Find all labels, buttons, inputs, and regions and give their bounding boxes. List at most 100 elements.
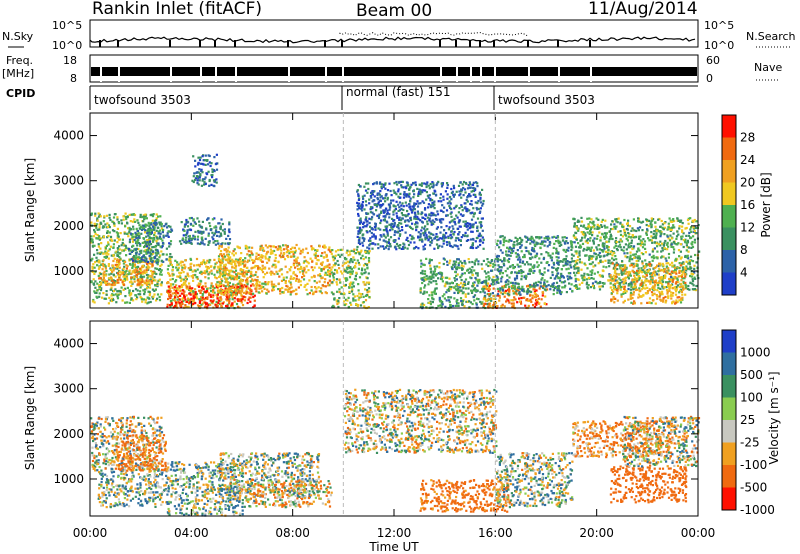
heat-cell [155, 229, 158, 232]
heat-cell [472, 189, 475, 192]
heat-cell [463, 281, 466, 285]
heat-cell [477, 199, 480, 203]
heat-cell [107, 234, 110, 238]
heat-cell [561, 236, 564, 239]
heat-cell [107, 257, 110, 260]
heat-cell [415, 221, 418, 224]
heat-cell [140, 256, 144, 259]
heat-cell [552, 285, 555, 288]
heat-cell [460, 289, 463, 292]
heat-cell [359, 205, 362, 208]
heat-cell [104, 265, 107, 268]
heat-cell [500, 305, 503, 308]
heat-cell [386, 196, 389, 199]
heat-cell [248, 246, 251, 249]
heat-cell [136, 266, 139, 269]
heat-cell [224, 266, 227, 269]
heat-cell [282, 255, 285, 258]
heat-cell [473, 294, 477, 297]
heat-cell [467, 194, 470, 198]
heat-cell [421, 272, 424, 275]
heat-cell [193, 264, 196, 267]
heat-cell [189, 228, 193, 232]
noise-left-tick-high: 10^5 [52, 19, 82, 32]
heat-cell [181, 268, 184, 272]
heat-cell [154, 224, 157, 227]
heat-cell [347, 296, 350, 299]
heat-cell [487, 293, 491, 296]
heat-cell [460, 190, 463, 193]
heat-cell [357, 232, 360, 235]
heat-cell [219, 274, 222, 277]
heat-cell [444, 284, 447, 288]
heat-cell [450, 230, 453, 233]
heat-cell [197, 229, 200, 233]
heat-cell [459, 213, 462, 216]
heat-cell [93, 230, 96, 233]
heat-cell [305, 265, 308, 268]
heat-cell [369, 237, 372, 240]
heat-cell [310, 289, 313, 292]
heat-cell [426, 223, 429, 226]
heat-cell [145, 261, 148, 264]
heat-cell [144, 213, 147, 216]
heat-cell [236, 245, 239, 248]
heat-cell [134, 257, 137, 260]
heat-cell [533, 264, 536, 267]
heat-cell [173, 286, 176, 289]
heat-cell [361, 203, 364, 206]
heat-cell [152, 277, 155, 280]
heat-cell [367, 287, 371, 290]
heat-cell [234, 284, 237, 287]
heat-cell [144, 256, 147, 259]
heat-cell [188, 285, 191, 288]
heat-cell [212, 238, 215, 241]
heat-cell [508, 285, 511, 289]
heat-cell [116, 216, 119, 219]
heat-cell [336, 259, 339, 263]
heat-cell [140, 232, 143, 235]
heat-cell [499, 249, 502, 252]
heat-cell [170, 229, 174, 232]
heat-cell [366, 250, 369, 253]
heat-cell [192, 218, 195, 221]
heat-cell [564, 263, 567, 267]
heat-cell [93, 253, 96, 256]
heat-cell [109, 267, 112, 270]
heat-cell [476, 274, 479, 277]
heat-cell [290, 283, 293, 286]
heat-cell [237, 285, 240, 288]
heat-cell [471, 244, 474, 247]
heat-cell [126, 286, 129, 289]
heat-cell [108, 277, 111, 280]
heat-cell [483, 303, 486, 306]
heat-cell [174, 304, 177, 307]
heat-cell [101, 226, 104, 229]
heat-cell [117, 274, 121, 277]
heat-cell [297, 278, 301, 281]
heat-cell [446, 260, 449, 263]
heat-cell [248, 259, 251, 262]
heat-cell [229, 291, 232, 294]
heat-cell [421, 278, 424, 281]
heat-cell [369, 242, 372, 246]
heat-cell [314, 286, 317, 289]
heat-cell [189, 237, 192, 240]
heat-cell [258, 257, 261, 260]
heat-cell [650, 263, 653, 266]
heat-cell [363, 268, 367, 271]
heat-cell [514, 252, 517, 255]
heat-cell [533, 243, 536, 246]
heat-cell [108, 282, 111, 285]
heat-cell [311, 293, 315, 296]
heat-cell [280, 273, 284, 276]
heat-cell [168, 293, 171, 296]
heat-cell [515, 277, 519, 280]
heat-cell [241, 262, 244, 265]
heat-cell [369, 206, 373, 209]
heat-cell [148, 233, 151, 236]
heat-cell [395, 180, 398, 184]
heat-cell [100, 251, 103, 254]
heat-cell [351, 270, 354, 273]
heat-cell [136, 219, 139, 222]
